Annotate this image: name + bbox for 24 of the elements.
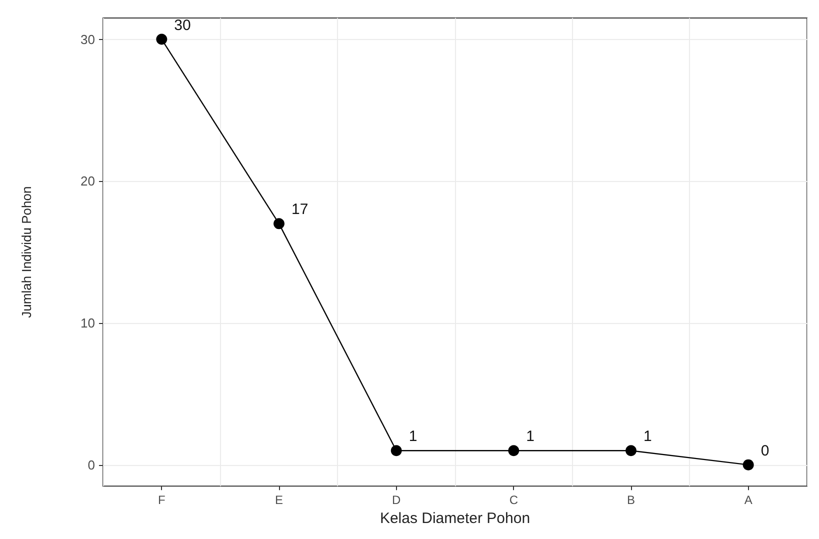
x-tick-label: A <box>744 493 752 508</box>
y-tick-label: 30 <box>80 32 95 47</box>
data-label: 0 <box>760 442 770 460</box>
data-label: 1 <box>644 428 652 446</box>
x-tick-label: F <box>158 493 166 508</box>
y-axis-title: Jumlah Individu Pohon <box>19 186 34 318</box>
data-label: 17 <box>292 201 308 218</box>
x-tick-label: C <box>509 493 518 508</box>
point <box>508 445 520 456</box>
x-tick-label: E <box>274 493 284 508</box>
point <box>390 445 402 456</box>
point <box>626 445 636 456</box>
y-tick-label: 10 <box>80 315 95 330</box>
x-tick-label: D <box>392 493 401 508</box>
x-axis-title: Kelas Diameter Pohon <box>380 510 530 527</box>
point <box>156 34 168 45</box>
y-tick-label: 20 <box>80 174 95 189</box>
y-tick-label: 0 <box>88 457 95 472</box>
data-label: 1 <box>526 428 535 446</box>
data-label: 30 <box>174 16 191 34</box>
x-tick-label: B <box>626 493 636 508</box>
data-label: 1 <box>408 428 418 446</box>
point <box>742 459 754 470</box>
point <box>274 218 284 230</box>
